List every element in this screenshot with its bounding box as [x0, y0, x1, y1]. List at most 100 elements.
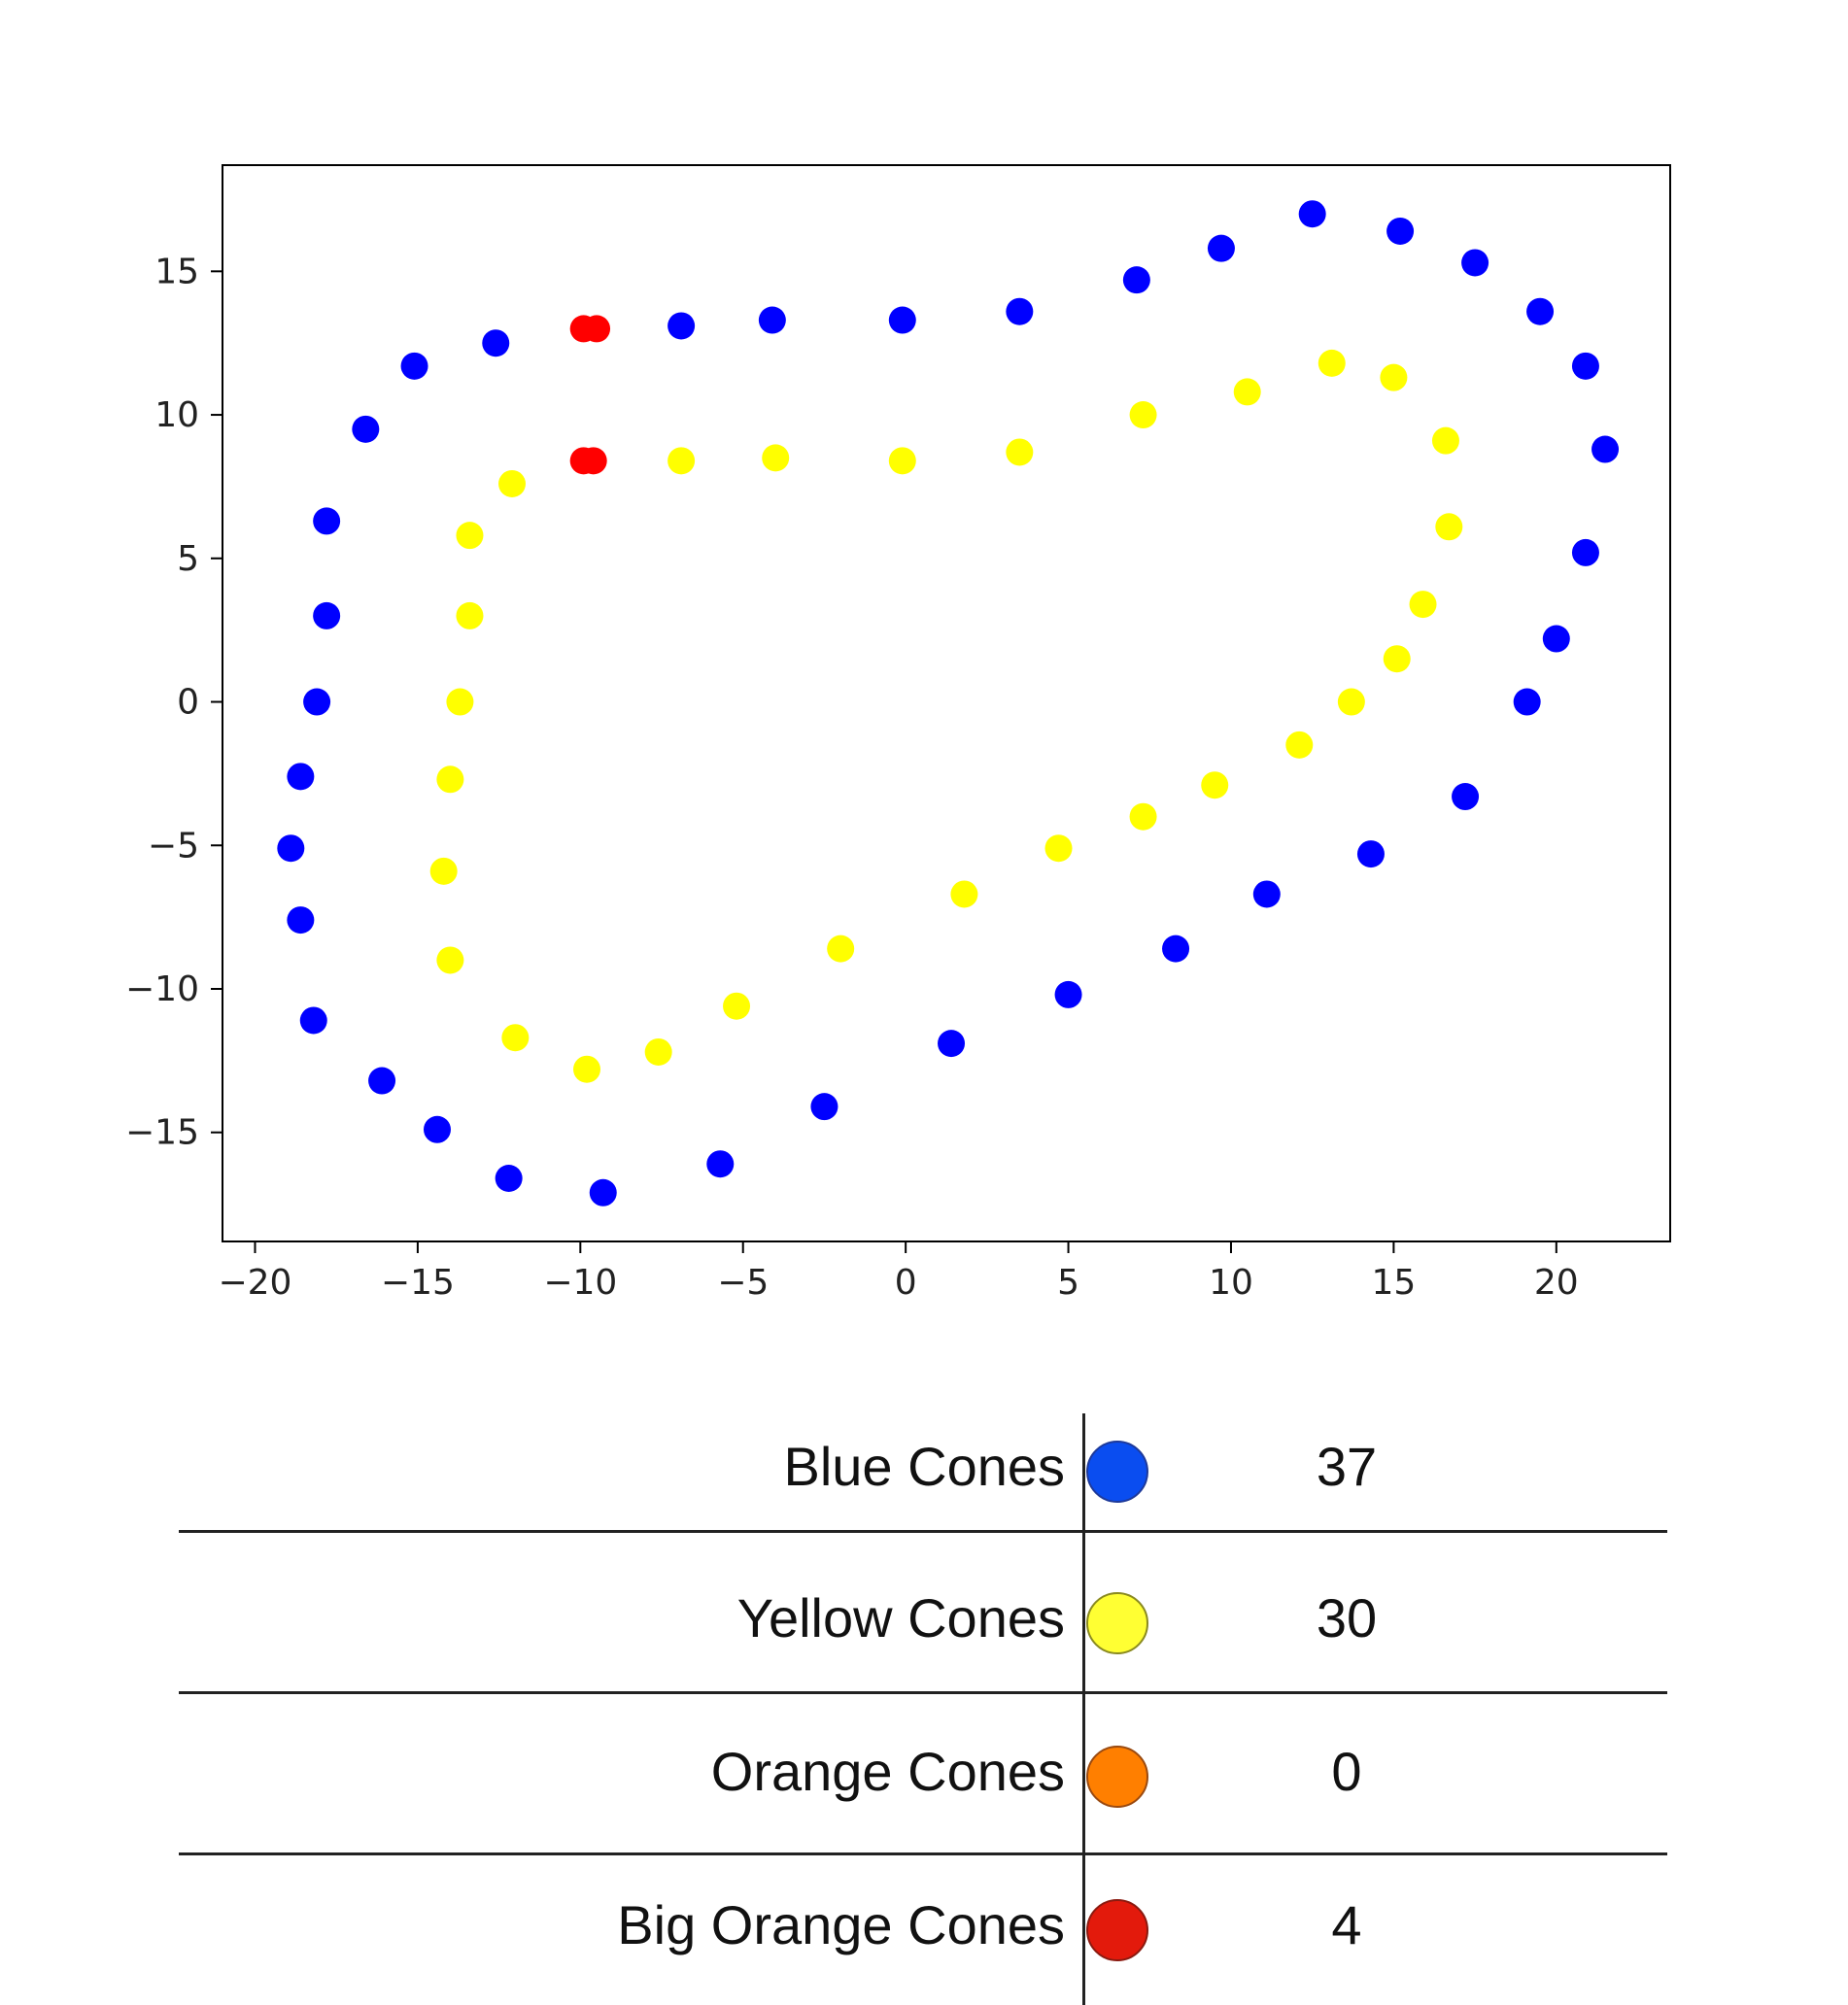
- data-point: [1591, 435, 1620, 463]
- big-orange-cone-icon: [1086, 1899, 1148, 1961]
- row-label: Orange Cones: [710, 1741, 1065, 1802]
- y-tick-label: 0: [177, 683, 199, 723]
- data-point: [1054, 980, 1082, 1008]
- data-point: [1252, 880, 1281, 908]
- row-label: Big Orange Cones: [617, 1894, 1065, 1955]
- data-point: [1318, 349, 1346, 377]
- x-axis: −20 −15 −10 −5 0 5 10 15 20: [218, 1241, 1579, 1303]
- y-tick-label: −5: [148, 826, 199, 866]
- data-point: [429, 857, 458, 885]
- data-point: [456, 522, 484, 550]
- data-point: [1542, 625, 1570, 653]
- y-tick-label: 15: [154, 252, 199, 291]
- row-divider: [179, 1691, 1667, 1694]
- data-point: [1285, 731, 1314, 759]
- data-point: [313, 601, 341, 629]
- orange-cone-icon: [1086, 1746, 1148, 1808]
- row-count: 0: [1331, 1741, 1362, 1802]
- data-point: [400, 352, 428, 380]
- data-point: [287, 906, 315, 935]
- data-point: [758, 306, 786, 334]
- data-point: [706, 1150, 735, 1178]
- column-divider: [1082, 1413, 1085, 2005]
- data-point: [1431, 426, 1459, 455]
- data-point: [1337, 688, 1365, 716]
- data-point: [1571, 352, 1599, 380]
- x-tick-label: −10: [543, 1263, 617, 1303]
- data-point: [498, 469, 526, 497]
- data-point: [1383, 645, 1411, 673]
- row-divider: [179, 1852, 1667, 1855]
- data-point: [1380, 363, 1408, 391]
- data-point: [1386, 217, 1415, 245]
- data-point: [583, 315, 611, 343]
- row-count: 4: [1331, 1894, 1362, 1955]
- data-point: [1461, 249, 1489, 277]
- row-label: Blue Cones: [783, 1436, 1065, 1497]
- cone-count-table: Blue Cones 37 Yellow Cones 30 Orange Con…: [179, 1413, 1667, 2005]
- x-tick-label: −15: [381, 1263, 455, 1303]
- x-tick-label: 20: [1534, 1263, 1579, 1303]
- data-point: [888, 306, 916, 334]
- data-point: [810, 1093, 838, 1121]
- row-count: 30: [1316, 1587, 1378, 1648]
- data-point: [456, 601, 484, 629]
- data-point: [888, 447, 916, 475]
- row-count: 37: [1316, 1436, 1378, 1497]
- y-tick-label: −10: [125, 969, 199, 1009]
- data-point: [313, 507, 341, 535]
- plot-frame: [222, 164, 1671, 1242]
- data-point: [1201, 771, 1229, 799]
- data-point: [1435, 513, 1463, 541]
- data-point: [589, 1178, 617, 1206]
- data-point: [1452, 783, 1480, 811]
- data-point: [827, 935, 855, 963]
- data-point: [579, 447, 607, 475]
- data-point: [287, 763, 315, 791]
- data-point: [299, 1006, 327, 1035]
- data-point: [1006, 297, 1034, 325]
- blue-cone-icon: [1086, 1441, 1148, 1503]
- data-point: [762, 444, 790, 472]
- data-point: [436, 765, 464, 794]
- x-tick-label: −5: [717, 1263, 769, 1303]
- data-point: [277, 834, 305, 863]
- data-point: [644, 1037, 672, 1066]
- x-tick-label: 5: [1057, 1263, 1079, 1303]
- data-point: [1162, 935, 1190, 963]
- data-point: [1006, 438, 1034, 466]
- data-point: [1409, 591, 1437, 619]
- data-point: [1233, 378, 1261, 406]
- data-point: [1207, 234, 1235, 262]
- data-point: [1298, 200, 1326, 228]
- row-label: Yellow Cones: [736, 1587, 1065, 1648]
- data-point: [482, 329, 510, 357]
- scatter-chart: −20 −15 −10 −5 0 5 10 15 20 −15 −10 −5 0 5 10 15: [125, 164, 1671, 1303]
- data-point: [303, 688, 331, 716]
- data-point: [723, 992, 751, 1020]
- data-point: [495, 1164, 523, 1192]
- y-axis: −15 −10 −5 0 5 10 15: [125, 252, 222, 1153]
- data-point: [938, 1030, 966, 1058]
- x-tick-label: 10: [1209, 1263, 1253, 1303]
- data-point: [1122, 266, 1150, 294]
- y-tick-label: 10: [154, 395, 199, 435]
- data-point: [501, 1024, 530, 1052]
- data-point: [667, 312, 696, 340]
- data-point: [667, 447, 696, 475]
- data-point: [573, 1055, 601, 1083]
- yellow-cone-icon: [1086, 1592, 1148, 1654]
- y-tick-label: 5: [177, 539, 199, 579]
- data-point: [1129, 802, 1157, 831]
- data-point: [423, 1115, 451, 1143]
- data-point: [436, 946, 464, 974]
- data-point: [1571, 538, 1599, 566]
- x-tick-label: 15: [1371, 1263, 1416, 1303]
- data-point: [368, 1067, 396, 1095]
- data-point: [1129, 401, 1157, 429]
- data-point: [352, 415, 380, 443]
- data-point: [1513, 688, 1541, 716]
- data-point: [1526, 297, 1555, 325]
- data-points: [277, 200, 1620, 1206]
- row-divider: [179, 1530, 1667, 1533]
